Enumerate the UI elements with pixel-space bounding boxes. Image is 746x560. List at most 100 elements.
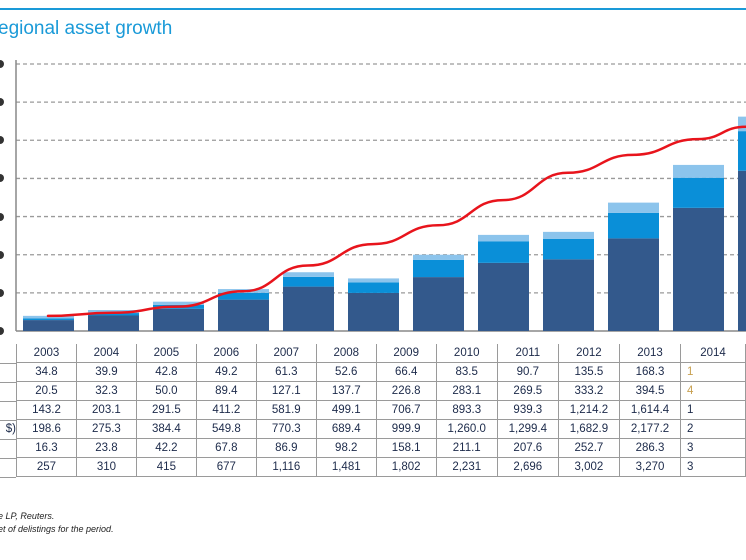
bar-segment-light — [23, 315, 74, 319]
title-rule — [0, 8, 746, 10]
table-cell: 42.8 — [135, 362, 197, 382]
year-header: 2004 — [75, 344, 137, 363]
table-cell: 16.3 — [16, 438, 77, 458]
table-cell: 86.9 — [255, 438, 317, 458]
bar-segment-dark — [283, 286, 334, 331]
table-cell: 257 — [16, 457, 77, 477]
y-tick-label — [0, 288, 4, 297]
bar-segment-light — [738, 116, 746, 132]
table-cell: 415 — [135, 457, 197, 477]
table-cell: 66.4 — [375, 362, 437, 382]
row-divider — [0, 477, 16, 478]
bar-segment-dark — [673, 207, 724, 331]
table-cell: 198.6 — [16, 419, 77, 439]
table-cell: 207.6 — [496, 438, 559, 458]
table-cell: 291.5 — [135, 400, 197, 420]
bar-segment-mid — [413, 259, 464, 278]
table-cell: 34.8 — [16, 362, 77, 382]
table-cell: 1,614.4 — [618, 400, 682, 420]
table-cell: 999.9 — [375, 419, 437, 439]
table-cell: 127.1 — [255, 381, 317, 401]
table-cell: 384.4 — [135, 419, 197, 439]
table-cell: 32.3 — [75, 381, 137, 401]
table-cell: 1,214.2 — [557, 400, 620, 420]
bar-segment-light — [608, 202, 659, 213]
table-cell: 49.2 — [195, 362, 257, 382]
table-cell: 226.8 — [375, 381, 437, 401]
year-header: 2006 — [195, 344, 257, 363]
footnote: et of delistings for the period. — [0, 524, 114, 534]
table-row: 257 310 415 677 1,116 1,481 1,802 2,231 2,696 3,0… — [16, 457, 746, 477]
table-cell: 1 — [680, 400, 746, 420]
chart-title: egional asset growth — [0, 18, 173, 39]
bar-segment-mid — [23, 318, 74, 321]
bar-segment-light — [88, 309, 139, 314]
year-header: 2005 — [135, 344, 197, 363]
chart-plot — [15, 60, 746, 332]
bar-segment-dark — [218, 299, 269, 331]
table-cell: 1,260.0 — [435, 419, 498, 439]
table-cell: 67.8 — [195, 438, 257, 458]
table-cell: 98.2 — [315, 438, 377, 458]
table-cell: 168.3 — [618, 362, 682, 382]
table-cell: 549.8 — [195, 419, 257, 439]
table-cell: 83.5 — [435, 362, 498, 382]
bar-segment-dark — [738, 170, 746, 331]
table-cell: 689.4 — [315, 419, 377, 439]
table-cell: 333.2 — [557, 381, 620, 401]
y-tick-label — [0, 212, 4, 221]
table-row: 20.5 32.3 50.0 89.4 127.1 137.7 226.8 283.1 269.… — [16, 381, 746, 401]
bar-segment-light — [283, 272, 334, 277]
table-cell: 411.2 — [195, 400, 257, 420]
bar-segment-dark — [608, 238, 659, 331]
bar-segment-mid — [673, 177, 724, 208]
bar-segment-light — [673, 164, 724, 178]
bar-segment-dark — [88, 315, 139, 331]
table-cell: 310 — [75, 457, 137, 477]
bar-segment-light — [478, 234, 529, 242]
bar-segment-light — [153, 301, 204, 305]
table-cell: 252.7 — [557, 438, 620, 458]
table-row: 198.6 275.3 384.4 549.8 770.3 689.4 999.9 1,260… — [16, 419, 746, 439]
table-cell: 770.3 — [255, 419, 317, 439]
table-cell: 1,116 — [255, 457, 317, 477]
year-header: 2009 — [375, 344, 437, 363]
bar-segment-light — [413, 254, 464, 260]
bar-segment-dark — [478, 262, 529, 331]
year-header: 2007 — [255, 344, 317, 363]
table-cell: 39.9 — [75, 362, 137, 382]
table-cell: 1 — [680, 362, 746, 382]
table-cell: 3,002 — [557, 457, 620, 477]
bar-segment-mid — [348, 282, 399, 293]
table-cell: 499.1 — [315, 400, 377, 420]
y-tick-label — [0, 60, 4, 68]
table-cell: 3 — [680, 457, 746, 477]
table-cell: 286.3 — [618, 438, 682, 458]
y-tick-label — [0, 174, 4, 183]
bar-segment-dark — [23, 320, 74, 331]
table-cell: 269.5 — [496, 381, 559, 401]
bar-segment-light — [348, 278, 399, 283]
table-cell: 581.9 — [255, 400, 317, 420]
table-cell: 1,481 — [315, 457, 377, 477]
table-cell: 135.5 — [557, 362, 620, 382]
source-note: e LP, Reuters. — [0, 511, 55, 521]
year-header: 2010 — [435, 344, 498, 363]
table-cell: 394.5 — [618, 381, 682, 401]
bar-segment-light — [543, 231, 594, 239]
table-cell: 283.1 — [435, 381, 498, 401]
bar-segment-mid — [478, 241, 529, 263]
table-cell: 61.3 — [255, 362, 317, 382]
y-tick-label — [0, 250, 4, 259]
table-cell: 1,802 — [375, 457, 437, 477]
row-divider — [0, 420, 16, 421]
data-table: 2003 2004 2005 2006 2007 2008 2009 2010 2011 2012… — [16, 344, 746, 477]
table-cell: 2,696 — [496, 457, 559, 477]
table-cell: 143.2 — [16, 400, 77, 420]
row-divider — [0, 363, 16, 364]
row-divider — [0, 458, 16, 459]
row-divider — [0, 382, 16, 383]
row-divider — [0, 401, 16, 402]
bar-segment-mid — [218, 292, 269, 300]
table-cell: 2 — [680, 419, 746, 439]
